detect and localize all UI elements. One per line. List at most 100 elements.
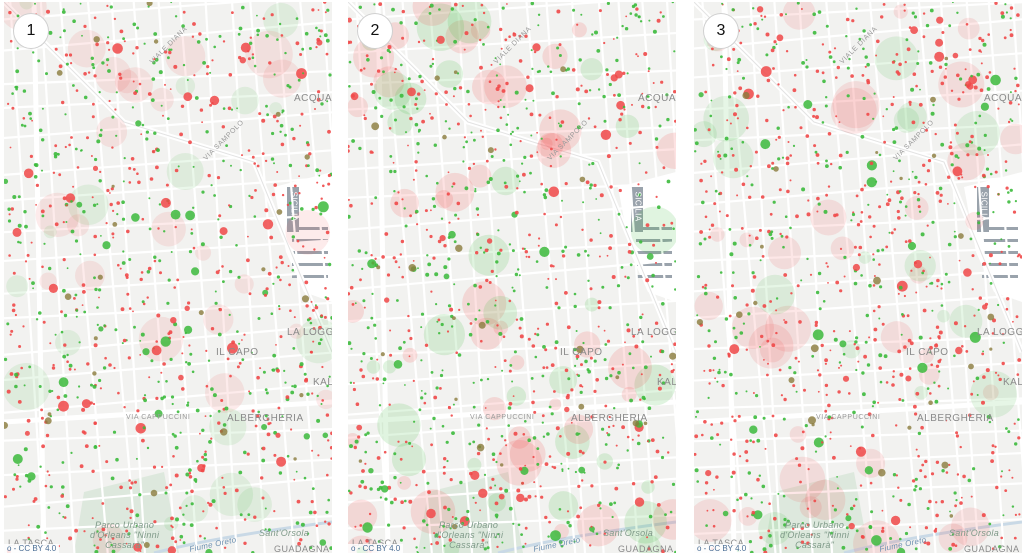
red-marker	[1016, 83, 1020, 88]
green-marker	[473, 18, 477, 22]
green-marker	[753, 510, 763, 520]
red-marker	[760, 334, 764, 339]
green-marker	[548, 405, 552, 409]
red-marker	[650, 438, 655, 442]
red-marker	[733, 112, 737, 117]
red-marker	[752, 275, 757, 279]
red-marker	[10, 207, 14, 211]
red-marker	[863, 354, 867, 359]
red-marker	[478, 285, 483, 289]
green-marker	[673, 50, 676, 53]
green-marker	[976, 72, 981, 77]
green-marker	[573, 540, 576, 543]
red-marker	[9, 39, 13, 43]
red-marker	[409, 214, 412, 218]
red-marker	[881, 322, 885, 326]
green-marker	[370, 316, 374, 320]
grid-street-h	[694, 482, 1022, 499]
red-marker	[461, 4, 464, 7]
red-marker	[119, 267, 122, 270]
red-marker	[938, 199, 942, 203]
red-marker	[903, 294, 906, 298]
red-activity-halo	[731, 306, 774, 349]
red-marker	[539, 485, 542, 488]
red-marker	[222, 40, 226, 43]
red-marker	[170, 524, 173, 528]
green-marker	[453, 39, 457, 44]
red-marker	[20, 366, 24, 370]
green-marker	[517, 268, 520, 271]
green-activity-halo	[584, 297, 599, 312]
red-marker	[259, 367, 262, 370]
green-marker	[637, 15, 641, 19]
red-marker	[518, 34, 522, 38]
red-marker	[597, 300, 602, 305]
green-marker	[969, 237, 973, 241]
red-marker	[243, 333, 246, 336]
red-marker	[796, 284, 800, 288]
green-marker	[420, 396, 424, 400]
green-marker	[1014, 442, 1018, 446]
map-panel-3[interactable]: 3 IL CAPO ALBERGHERIA LA LOGGIA KALSA AC…	[694, 2, 1022, 553]
map-canvas[interactable]	[694, 2, 1022, 553]
red-marker	[900, 196, 904, 200]
red-marker	[383, 450, 387, 454]
green-marker	[308, 47, 312, 50]
green-marker	[579, 390, 583, 394]
green-marker	[587, 369, 591, 374]
red-activity-halo	[234, 274, 254, 294]
red-marker	[326, 473, 329, 477]
green-marker	[264, 507, 267, 510]
green-marker	[174, 15, 178, 18]
grid-street-h	[4, 149, 332, 176]
red-marker	[348, 144, 350, 149]
green-marker	[660, 349, 665, 354]
red-marker	[843, 275, 846, 278]
red-marker	[972, 380, 975, 383]
green-marker	[17, 223, 22, 228]
panel-number-badge: 3	[704, 14, 738, 48]
mixed-marker	[875, 151, 879, 154]
green-marker	[177, 165, 180, 168]
red-marker	[807, 468, 810, 471]
green-marker	[729, 372, 733, 377]
green-marker	[270, 312, 274, 316]
red-marker	[726, 119, 729, 122]
green-marker	[750, 183, 754, 187]
map-attribution[interactable]: o - CC BY 4.0	[4, 544, 60, 553]
red-marker	[824, 358, 828, 363]
green-marker	[832, 60, 836, 64]
red-marker	[773, 516, 777, 521]
green-marker	[267, 528, 271, 532]
red-marker	[514, 210, 519, 215]
green-marker	[748, 243, 752, 247]
red-marker	[84, 444, 89, 448]
green-marker	[217, 218, 220, 221]
map-attribution[interactable]: o - CC BY 4.0	[694, 544, 750, 553]
green-marker	[878, 153, 882, 157]
red-marker	[329, 446, 332, 450]
map-panel-2[interactable]: 2 IL CAPO ALBERGHERIA LA LOGGIA KALSA AC…	[348, 2, 676, 553]
panel-number-badge: 1	[14, 14, 48, 48]
green-marker	[256, 28, 260, 33]
green-marker	[264, 388, 268, 392]
green-marker	[393, 360, 403, 369]
green-marker	[504, 488, 509, 493]
green-marker	[17, 195, 21, 199]
map-attribution[interactable]: o - CC BY 4.0	[348, 544, 404, 553]
red-marker	[878, 263, 881, 266]
red-marker	[134, 480, 137, 484]
red-marker	[597, 306, 601, 310]
red-marker	[210, 327, 215, 331]
red-marker	[858, 245, 863, 250]
map-canvas[interactable]	[4, 2, 332, 553]
red-marker	[1017, 358, 1022, 362]
red-marker	[637, 434, 640, 437]
green-marker	[4, 357, 8, 362]
red-marker	[534, 495, 537, 498]
red-marker	[873, 275, 876, 277]
green-marker	[825, 164, 829, 169]
map-panel-1[interactable]: 1 IL CAPO ALBERGHERIA LA LOGGIA KALSA AC…	[4, 2, 332, 553]
green-activity-halo	[209, 472, 254, 517]
map-canvas[interactable]	[348, 2, 676, 553]
